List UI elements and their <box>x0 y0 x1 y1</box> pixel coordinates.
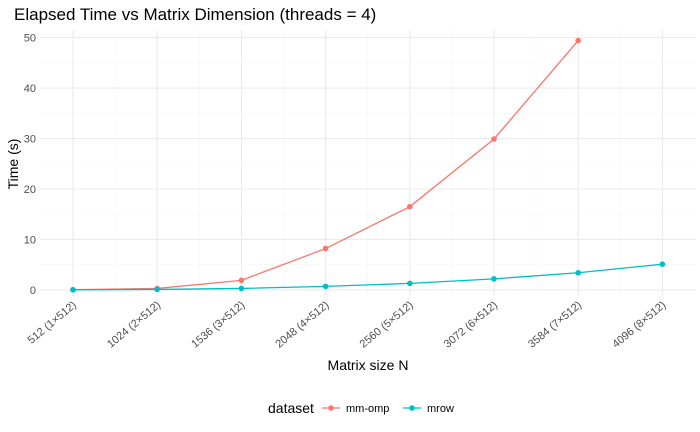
y-axis-ticks: 0 10 20 30 40 50 <box>24 33 36 297</box>
y-tick-label: 40 <box>24 83 36 95</box>
y-axis-title: Time (s) <box>5 139 21 190</box>
series-mrow <box>70 261 666 293</box>
data-point <box>322 283 329 290</box>
data-point <box>154 286 160 293</box>
x-axis-ticks: 512 (1×512) 1024 (2×512) 1536 (3×512) 2048 … <box>26 299 669 350</box>
x-tick-label: 1536 (3×512) <box>189 299 247 350</box>
data-point <box>70 287 76 293</box>
legend-title: dataset <box>268 400 314 416</box>
x-tick-label: 2048 (4×512) <box>273 299 331 350</box>
y-tick-label: 10 <box>24 234 36 246</box>
data-point <box>238 285 245 292</box>
y-tick-label: 20 <box>24 184 36 196</box>
x-tick-label: 512 (1×512) <box>26 299 79 347</box>
data-point <box>575 269 581 276</box>
legend-label: mrow <box>427 403 454 415</box>
x-tick-label: 4096 (8×512) <box>610 299 668 350</box>
legend-item-mm-omp: mm-omp <box>322 403 389 415</box>
data-point <box>407 280 413 287</box>
data-point <box>238 277 245 284</box>
data-point <box>575 37 581 44</box>
chart-title: Elapsed Time vs Matrix Dimension (thread… <box>14 5 376 24</box>
y-tick-label: 0 <box>30 285 36 297</box>
legend-label: mm-omp <box>346 403 389 415</box>
data-point <box>491 276 497 282</box>
data-point <box>407 203 413 210</box>
series-layer <box>70 37 666 293</box>
data-point <box>491 136 497 142</box>
x-tick-label: 3584 (7×512) <box>526 299 584 350</box>
y-tick-label: 30 <box>24 134 36 146</box>
data-point <box>659 261 666 268</box>
plot-grid <box>40 30 696 296</box>
x-tick-label: 1024 (2×512) <box>105 299 163 350</box>
y-tick-label: 50 <box>24 33 36 45</box>
legend: dataset mm-omp mrow <box>268 400 454 416</box>
x-tick-label: 2560 (5×512) <box>358 299 416 350</box>
legend-key-point <box>409 405 415 411</box>
legend-key-point <box>328 405 334 411</box>
data-point <box>322 245 329 252</box>
x-tick-label: 3072 (6×512) <box>442 299 500 350</box>
x-axis-title: Matrix size N <box>328 357 409 373</box>
legend-item-mrow: mrow <box>403 403 454 415</box>
series-line <box>72 263 663 291</box>
